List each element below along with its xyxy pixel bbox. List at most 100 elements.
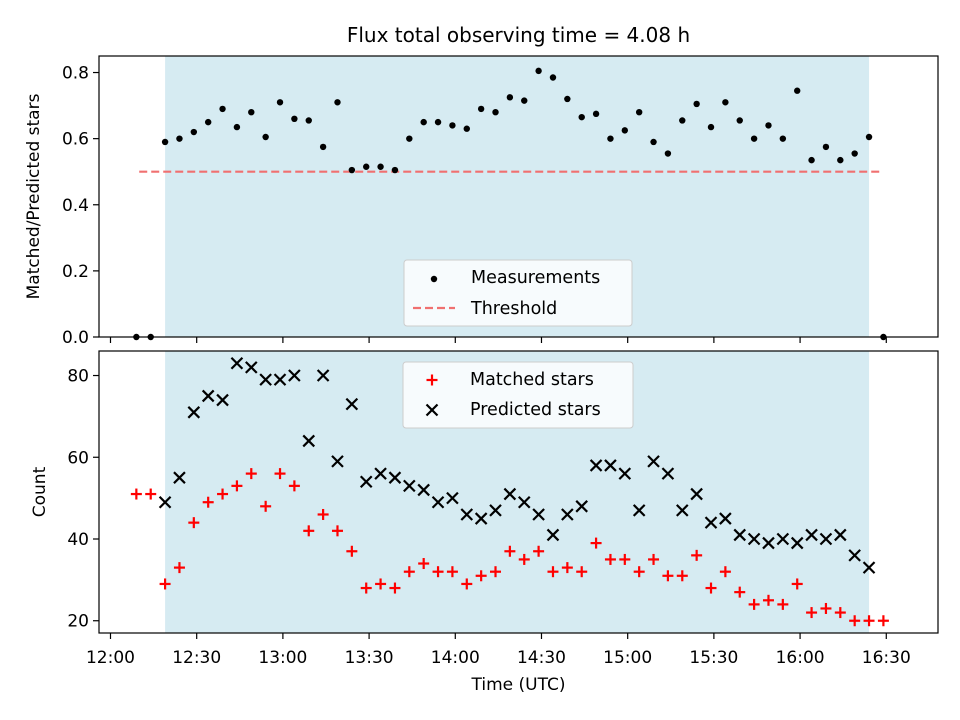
matched-star-point [705,582,717,594]
measurement-point [463,125,470,132]
measurement-point [204,118,212,126]
predicted-star-point [460,508,474,521]
measurement-point [779,135,787,142]
predicted-star-point [517,495,531,509]
predicted-star-point [661,467,675,480]
legend-predicted-marker [425,403,439,417]
predicted-star-point [446,491,459,505]
matched-star-point [604,553,616,565]
predicted-star-point [805,528,818,542]
predicted-star-point [762,536,775,550]
measurement-point [291,115,298,123]
x-tick-label: 12:30 [172,648,221,668]
measurement-point [664,150,672,157]
matched-star-point [475,570,487,582]
predicted-star-point [834,528,847,542]
measurement-point [607,135,614,142]
measurement-point [765,122,772,129]
matched-star-point [619,553,631,565]
x-tick-label: 13:00 [258,648,307,668]
measurement-point [219,105,226,113]
predicted-star-point [489,504,502,517]
predicted-star-point [259,373,272,386]
x-tick-label: 16:30 [862,648,911,668]
matched-star-point [217,488,229,500]
predicted-star-point [647,455,660,468]
predicted-star-point [403,479,416,493]
x-tick-label: 13:30 [345,648,394,668]
matched-star-point [734,586,746,598]
predicted-star-point [503,487,517,501]
measurement-point [578,113,585,121]
predicted-star-point [776,532,790,546]
measurement-point [506,94,514,101]
matched-star-point [762,594,774,606]
top-y-axis-label: Matched/Predicted stars [24,93,44,299]
predicted-star-point [288,369,301,382]
y-tick-label: 0.4 [62,196,89,216]
predicted-star-point [618,467,632,480]
measurement-point [319,143,327,151]
predicted-star-point [273,373,287,386]
top-y-ticks: 0.0 0.2 0.4 0.6 0.8 [62,64,99,348]
measurement-point [750,135,758,142]
matched-star-point [461,578,473,590]
matched-star-point [791,578,803,590]
predicted-star-point [359,475,373,489]
top-legend-box [403,259,633,327]
predicted-star-point [187,406,201,419]
legend-predicted-label: Predicted stars [470,400,601,420]
matched-star-point [834,607,846,619]
predicted-star-point [302,434,316,448]
matched-star-point [676,570,688,582]
matched-star-point [490,566,502,578]
legend-threshold-label: Threshold [470,299,557,319]
predicted-star-point [331,455,344,468]
top-legend: Measurements Threshold [403,259,633,327]
measurement-point [722,99,729,106]
top-panel: 0.0 0.2 0.4 0.6 0.8 Flux total observing tim… [24,23,939,348]
top-axes-frame [98,55,939,338]
matched-star-point [777,598,789,610]
matched-star-point [633,566,645,578]
y-tick-label: 80 [67,367,89,387]
measurement-point [621,127,629,134]
top-x-ticks [109,337,887,343]
x-tick-label: 15:00 [603,648,652,668]
y-tick-label: 40 [67,530,89,550]
predicted-star-point [158,495,172,509]
predicted-star-point [417,483,430,497]
matched-star-point [446,566,458,578]
measurement-point [635,109,643,116]
measurement-point [564,95,571,103]
predicted-stars-points [158,356,876,574]
predicted-star-point [374,467,387,480]
measurement-point [363,163,370,170]
matched-star-point [691,549,703,561]
matched-star-point [331,525,343,537]
predicted-star-point [201,389,215,403]
measurement-point [808,156,815,164]
matched-star-point [389,582,401,594]
measurement-point [794,87,801,94]
predicted-star-point [819,532,833,546]
matched-star-point [877,615,889,627]
measurement-point [334,99,341,106]
matched-star-point [518,553,530,565]
matched-star-point [432,566,444,578]
predicted-star-point [431,495,445,509]
bottom-y-axis-label: Count [30,466,50,517]
matched-star-point [173,562,185,574]
predicted-star-point [733,528,747,542]
bottom-y-ticks: 20 40 60 80 [67,367,99,632]
predicted-star-point [632,504,646,517]
x-axis-label: Time (UTC) [471,675,566,695]
predicted-star-point [747,532,761,546]
measurement-point [406,135,413,142]
legend-measurements-label: Measurements [471,268,600,288]
matched-star-point [849,615,861,627]
matched-star-point [662,570,674,582]
measurement-point [477,105,485,113]
matched-star-point [648,553,660,565]
measurement-point [865,133,873,141]
